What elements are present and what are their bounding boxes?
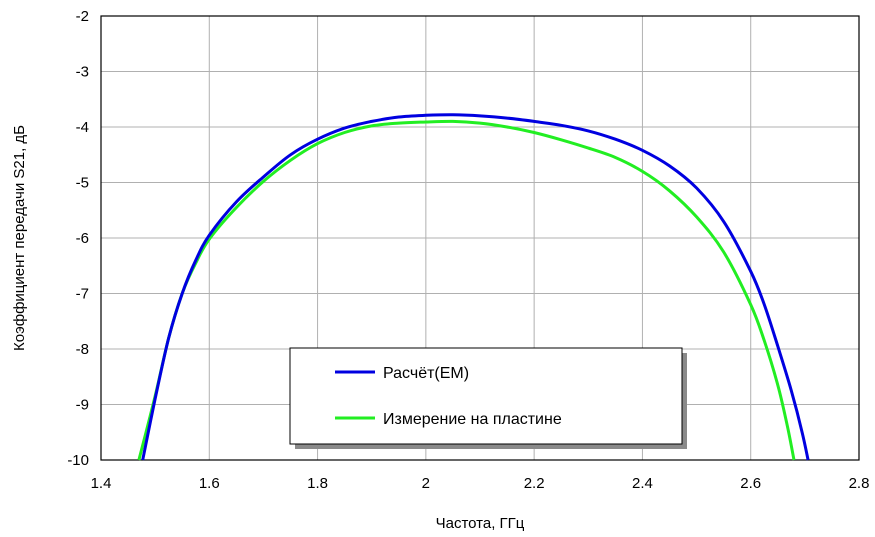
- x-axis-ticks: 1.4 1.6 1.8 2 2.2 2.4 2.6 2.8: [91, 475, 870, 492]
- y-axis-ticks: -2 -3 -4 -5 -6 -7 -8 -9 -10: [67, 8, 89, 469]
- y-tick-label: -3: [76, 64, 89, 81]
- y-tick-label: -6: [76, 230, 89, 247]
- x-tick-label: 2.4: [632, 475, 653, 492]
- series-line-calc: [141, 113, 810, 461]
- y-tick-label: -5: [76, 175, 89, 192]
- legend: Расчёт(EM) Измерение на пластине: [289, 347, 687, 449]
- legend-label-measured: Измерение на пластине: [383, 411, 562, 428]
- legend-box: [289, 347, 683, 445]
- x-tick-label: 2.8: [849, 475, 870, 492]
- x-tick-label: 2: [422, 475, 430, 492]
- x-tick-label: 1.6: [199, 475, 220, 492]
- x-tick-label: 1.4: [91, 475, 112, 492]
- plot-area: [100, 15, 860, 461]
- x-axis-title: Частота, ГГц: [436, 515, 525, 532]
- x-tick-label: 2.6: [740, 475, 761, 492]
- y-tick-label: -8: [76, 341, 89, 358]
- y-tick-label: -2: [76, 8, 89, 25]
- series-line-measured: [137, 119, 796, 461]
- y-tick-label: -7: [76, 286, 89, 303]
- y-tick-label: -9: [76, 397, 89, 414]
- x-tick-label: 2.2: [524, 475, 545, 492]
- y-axis-title: Коэффициент передачи S21, дБ: [11, 125, 28, 351]
- x-tick-label: 1.8: [307, 475, 328, 492]
- y-tick-label: -4: [76, 119, 89, 136]
- legend-label-calc: Расчёт(EM): [383, 365, 469, 382]
- series-layer: [137, 113, 810, 461]
- y-tick-label: -10: [67, 452, 89, 469]
